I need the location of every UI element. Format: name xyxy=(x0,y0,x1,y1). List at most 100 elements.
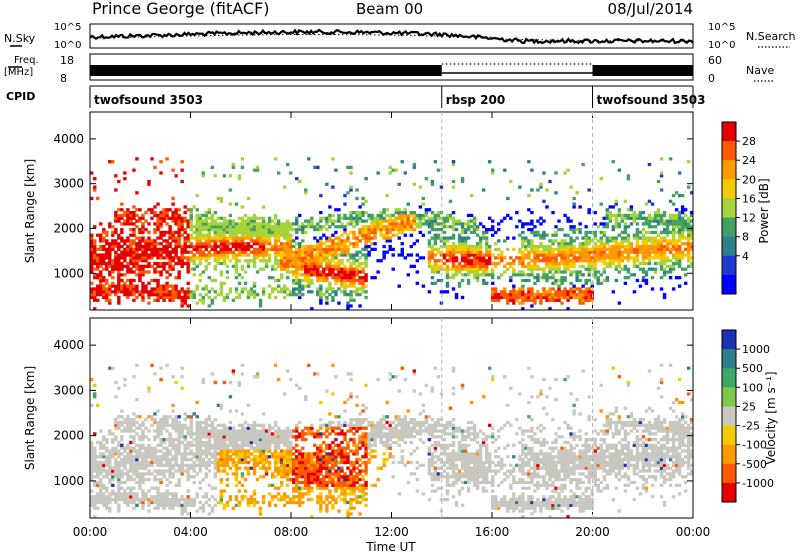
echo-cell xyxy=(288,466,293,470)
echo-cell xyxy=(536,295,540,300)
echo-cell xyxy=(388,227,392,232)
echo-cell xyxy=(153,478,157,482)
echo-cell xyxy=(304,191,308,195)
echo-cell xyxy=(198,432,202,436)
echo-cell xyxy=(430,179,435,184)
echo-cell xyxy=(204,449,208,453)
echo-cell xyxy=(189,295,193,300)
echo-cell xyxy=(337,261,341,266)
echo-cell xyxy=(295,177,299,181)
echo-cell xyxy=(177,216,181,220)
echo-cell xyxy=(99,287,103,291)
echo-cell xyxy=(147,389,151,393)
echo-cell xyxy=(400,225,404,229)
echo-cell xyxy=(668,250,673,254)
echo-cell xyxy=(566,244,570,249)
echo-cell xyxy=(102,267,106,271)
echo-cell xyxy=(240,426,245,430)
echo-cell xyxy=(282,438,287,442)
echo-cell xyxy=(554,230,558,235)
echo-cell xyxy=(222,230,227,235)
echo-cell xyxy=(442,256,447,260)
echo-cell xyxy=(192,455,196,459)
echo-cell xyxy=(165,242,169,246)
echo-cell xyxy=(602,225,606,229)
echo-cell xyxy=(569,244,573,249)
echo-cell xyxy=(168,290,172,294)
echo-cell xyxy=(557,247,561,251)
echo-cell xyxy=(273,446,278,450)
echo-cell xyxy=(201,222,205,226)
echo-cell xyxy=(448,236,453,240)
echo-cell xyxy=(542,259,546,263)
echo-cell xyxy=(509,276,513,280)
echo-cell xyxy=(478,259,483,263)
echo-cell xyxy=(117,426,121,430)
echo-cell xyxy=(599,222,603,226)
echo-cell xyxy=(255,449,260,453)
echo-cell xyxy=(578,287,582,291)
echo-cell xyxy=(349,242,353,246)
echo-cell xyxy=(156,247,160,251)
echo-cell xyxy=(608,236,612,240)
echo-cell xyxy=(418,213,423,218)
echo-cell xyxy=(557,284,561,288)
echo-cell xyxy=(108,242,112,246)
echo-cell xyxy=(135,475,139,479)
echo-cell xyxy=(135,495,139,499)
echo-cell xyxy=(141,446,145,450)
echo-cell xyxy=(334,267,338,271)
echo-cell xyxy=(524,295,528,300)
echo-cell xyxy=(491,171,495,175)
echo-cell xyxy=(90,449,94,453)
echo-cell xyxy=(114,211,118,215)
echo-cell xyxy=(114,239,118,243)
echo-cell xyxy=(126,293,130,297)
echo-cell xyxy=(171,375,175,379)
echo-cell xyxy=(451,244,456,249)
echo-cell xyxy=(231,222,236,226)
echo-cell xyxy=(466,236,471,240)
echo-cell xyxy=(563,239,567,243)
echo-cell xyxy=(219,284,224,288)
echo-cell xyxy=(117,244,121,249)
echo-cell xyxy=(677,253,682,257)
echo-cell xyxy=(165,498,169,502)
echo-cell xyxy=(325,295,329,300)
echo-cell xyxy=(457,239,462,243)
echo-cell xyxy=(246,196,251,201)
echo-cell xyxy=(174,483,178,487)
echo-cell xyxy=(361,225,365,229)
echo-cell xyxy=(192,475,196,479)
echo-cell xyxy=(659,219,664,223)
echo-cell xyxy=(210,426,215,430)
echo-cell xyxy=(261,239,266,243)
echo-cell xyxy=(102,466,106,470)
echo-cell xyxy=(605,208,609,212)
echo-cell xyxy=(457,281,462,285)
echo-cell xyxy=(252,472,257,476)
echo-cell xyxy=(650,230,655,235)
echo-cell xyxy=(171,475,175,479)
echo-cell xyxy=(105,281,109,285)
echo-cell xyxy=(503,270,507,274)
echo-cell xyxy=(189,429,193,433)
echo-cell xyxy=(590,290,594,294)
echo-cell xyxy=(264,236,269,240)
echo-cell xyxy=(632,273,637,277)
echo-cell xyxy=(617,250,622,254)
echo-cell xyxy=(656,244,661,249)
echo-cell xyxy=(343,278,347,283)
echo-cell xyxy=(207,236,212,240)
echo-cell xyxy=(596,270,600,274)
echo-cell xyxy=(204,264,208,268)
echo-cell xyxy=(400,222,404,226)
echo-cell xyxy=(373,236,377,240)
echo-cell xyxy=(689,244,694,249)
echo-cell xyxy=(285,478,290,482)
echo-cell xyxy=(114,267,118,271)
echo-cell xyxy=(566,242,570,246)
echo-cell xyxy=(436,168,441,172)
echo-cell xyxy=(409,213,414,218)
echo-cell xyxy=(379,219,383,223)
